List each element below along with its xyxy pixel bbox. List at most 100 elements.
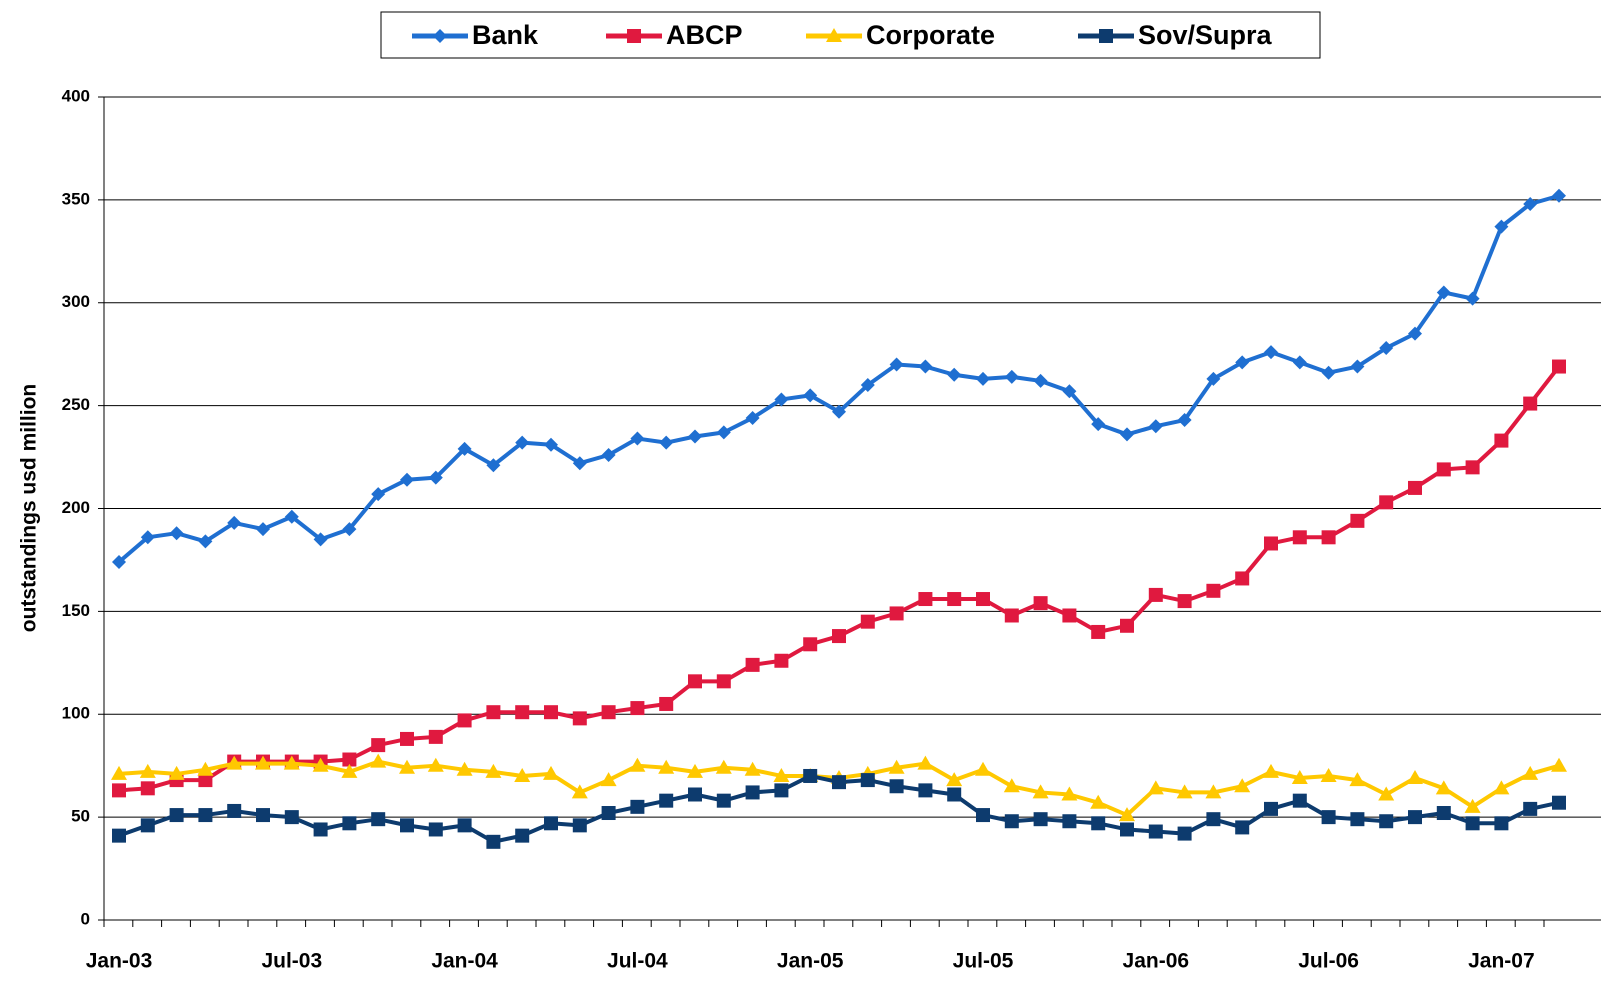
data-point (1062, 608, 1077, 623)
data-point (485, 763, 502, 778)
data-point (947, 592, 962, 607)
data-point (515, 705, 530, 720)
data-point (1408, 480, 1422, 495)
data-point (630, 431, 645, 446)
data-point (659, 435, 674, 450)
data-point (774, 783, 789, 798)
data-point (803, 768, 818, 783)
data-point (1004, 814, 1019, 829)
data-point (1263, 763, 1279, 778)
y-tick-label: 300 (62, 292, 90, 311)
data-point (140, 818, 155, 833)
data-point (1522, 765, 1539, 780)
data-point (1120, 618, 1134, 633)
data-point (112, 783, 126, 798)
data-point (745, 785, 760, 800)
data-point (198, 534, 213, 549)
x-tick-label: Jan-04 (431, 950, 498, 973)
y-tick-label: 400 (62, 86, 90, 105)
legend-marker (826, 28, 842, 42)
data-point (1235, 355, 1250, 370)
data-point (1264, 801, 1278, 816)
data-point (1033, 596, 1048, 611)
data-point (1148, 587, 1163, 602)
data-point (688, 429, 702, 444)
x-tick-label: Jul-06 (1298, 950, 1359, 973)
data-point (169, 808, 184, 823)
data-point (888, 759, 905, 774)
data-point (1147, 780, 1164, 795)
data-point (630, 701, 645, 716)
data-point (1264, 536, 1278, 551)
data-point (112, 828, 126, 843)
data-point (1494, 219, 1509, 234)
data-point (544, 816, 558, 831)
data-point (716, 793, 731, 808)
data-point (601, 448, 616, 463)
data-point (456, 761, 473, 776)
data-point (1436, 462, 1451, 477)
data-point (400, 472, 414, 487)
data-point (312, 757, 329, 772)
data-point (1177, 826, 1192, 841)
data-point (1494, 816, 1509, 831)
data-point (1379, 495, 1394, 510)
data-point (226, 755, 243, 770)
data-point (918, 359, 933, 374)
data-point (514, 767, 531, 782)
legend-label: ABCP (666, 20, 743, 50)
y-tick-label: 50 (71, 807, 90, 826)
data-point (1061, 786, 1078, 801)
data-point (1120, 822, 1134, 837)
data-point (1091, 417, 1106, 432)
data-point (1176, 784, 1193, 799)
data-point (1465, 291, 1480, 306)
data-point (428, 729, 443, 744)
data-point (371, 487, 386, 502)
data-point (1091, 816, 1106, 831)
data-point (803, 637, 818, 652)
data-point (284, 810, 299, 825)
data-point (198, 773, 213, 788)
data-point (1465, 816, 1480, 831)
data-point (284, 509, 299, 524)
data-point (774, 392, 789, 407)
y-tick-label: 350 (62, 189, 90, 208)
data-point (400, 731, 414, 746)
data-point (630, 799, 645, 814)
data-point (313, 532, 328, 547)
y-tick-label: 100 (62, 704, 90, 723)
data-point (1206, 583, 1221, 598)
data-point (1177, 413, 1192, 428)
x-tick-label: Jul-05 (953, 950, 1014, 973)
data-point (371, 738, 386, 753)
data-point (1206, 371, 1221, 386)
data-point (860, 773, 875, 788)
data-point (687, 763, 703, 778)
data-point (917, 755, 934, 770)
data-point (342, 522, 357, 537)
data-point (659, 793, 674, 808)
data-point (1523, 801, 1538, 816)
data-point (1350, 359, 1365, 374)
data-point (1552, 359, 1566, 374)
data-point (111, 765, 127, 780)
data-point (860, 378, 875, 393)
data-point (1033, 812, 1048, 827)
data-point (1552, 795, 1566, 810)
data-point (1033, 373, 1048, 388)
data-point (976, 808, 990, 823)
x-tick-label: Jan-07 (1468, 950, 1535, 973)
data-point (341, 763, 358, 778)
data-point (486, 705, 501, 720)
data-point (774, 653, 789, 668)
data-point (1205, 784, 1222, 799)
data-point (1177, 594, 1192, 609)
data-point (947, 787, 962, 802)
data-point (1378, 786, 1395, 801)
data-point (1464, 798, 1481, 813)
y-tick-label: 150 (62, 601, 90, 620)
data-point (832, 404, 846, 419)
data-point (227, 515, 242, 530)
